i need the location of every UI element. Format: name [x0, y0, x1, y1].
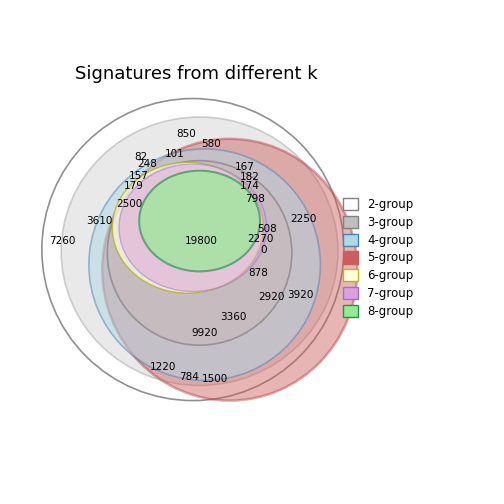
- Text: 19800: 19800: [185, 236, 218, 246]
- Text: 2270: 2270: [247, 234, 273, 244]
- Title: Signatures from different k: Signatures from different k: [75, 65, 318, 83]
- Text: 784: 784: [179, 372, 200, 382]
- Text: 2250: 2250: [290, 214, 317, 224]
- Text: 798: 798: [245, 194, 265, 204]
- Text: 182: 182: [240, 172, 260, 182]
- Text: 1500: 1500: [202, 374, 228, 384]
- Text: 1220: 1220: [150, 362, 176, 372]
- Text: 878: 878: [248, 268, 268, 278]
- Text: 0: 0: [260, 244, 267, 255]
- Text: 101: 101: [164, 149, 184, 159]
- Text: 580: 580: [202, 139, 221, 149]
- Text: 2920: 2920: [259, 291, 285, 301]
- Text: 850: 850: [176, 129, 196, 139]
- Text: 248: 248: [138, 159, 157, 169]
- Ellipse shape: [139, 171, 260, 271]
- Text: 3610: 3610: [86, 216, 112, 226]
- Text: 9920: 9920: [192, 329, 218, 339]
- Text: 3360: 3360: [220, 311, 246, 322]
- Text: 2500: 2500: [116, 199, 142, 209]
- Ellipse shape: [61, 117, 338, 386]
- Ellipse shape: [89, 149, 321, 381]
- Text: 167: 167: [235, 162, 255, 172]
- Text: 179: 179: [124, 181, 144, 191]
- Text: 157: 157: [129, 171, 149, 181]
- Legend: 2-group, 3-group, 4-group, 5-group, 6-group, 7-group, 8-group: 2-group, 3-group, 4-group, 5-group, 6-gr…: [340, 195, 417, 321]
- Ellipse shape: [107, 161, 292, 345]
- Text: 3920: 3920: [287, 290, 313, 300]
- Text: 174: 174: [240, 181, 260, 191]
- Ellipse shape: [112, 162, 263, 293]
- Text: 82: 82: [134, 152, 148, 162]
- Ellipse shape: [119, 164, 267, 291]
- Text: 508: 508: [257, 224, 277, 234]
- Ellipse shape: [102, 139, 357, 401]
- Text: 7260: 7260: [49, 236, 75, 246]
